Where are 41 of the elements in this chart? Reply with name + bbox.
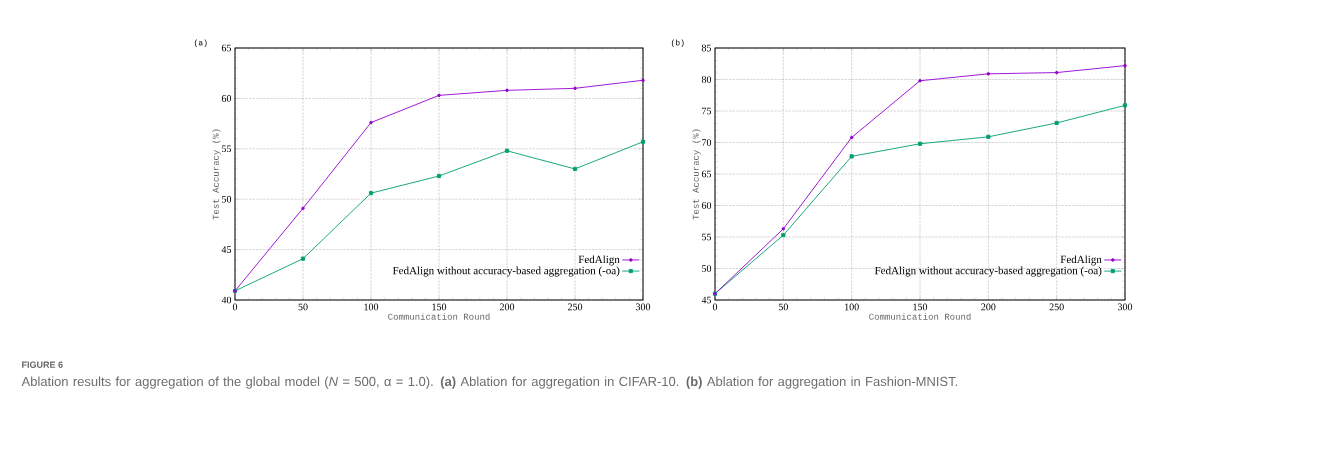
y-tick-label: 40 bbox=[221, 296, 232, 304]
x-tick-label: 150 bbox=[432, 303, 447, 311]
y-tick-label: 65 bbox=[221, 44, 232, 52]
y-tick-label: 50 bbox=[702, 265, 712, 272]
y-tick-label: 55 bbox=[702, 233, 712, 241]
y-tick-label: 55 bbox=[222, 145, 232, 153]
x-tick-label: 150 bbox=[913, 303, 928, 311]
x-axis-title: Communication Round bbox=[869, 313, 971, 320]
y-tick-label: 65 bbox=[701, 170, 712, 178]
x-tick-label: 200 bbox=[499, 303, 515, 311]
x-tick-label: 50 bbox=[298, 303, 308, 311]
y-tick-label: 75 bbox=[702, 107, 712, 115]
legend-label: FedAlign bbox=[578, 255, 620, 266]
x-tick-label: 100 bbox=[845, 303, 859, 311]
caption: FIGURE 6 bbox=[22, 361, 63, 368]
chart-title: (b) bbox=[671, 39, 684, 47]
text: Ablation results for aggregation of the global model (N = 500, α = 1.0). (a) Ablation for aggregation in CIFAR-10. (b) Ablation for aggregation in Fashion-MNIST. bbox=[21, 376, 958, 389]
x-tick-label: 50 bbox=[778, 303, 788, 311]
y-tick-label: 60 bbox=[221, 95, 232, 102]
x-tick-label: 0 bbox=[712, 303, 718, 311]
y-tick-label: 45 bbox=[701, 296, 712, 304]
y-tick-label: 60 bbox=[701, 202, 712, 209]
chart-title: (a) bbox=[194, 39, 207, 47]
y-tick-label: 70 bbox=[702, 139, 712, 146]
x-tick-label: 200 bbox=[981, 303, 996, 311]
x-tick-label: 0 bbox=[232, 303, 238, 311]
legend-label: FedAlign bbox=[1060, 255, 1102, 266]
x-tick-label: 300 bbox=[635, 303, 651, 311]
y-tick-label: 50 bbox=[222, 195, 232, 203]
x-tick-label: 250 bbox=[1049, 303, 1064, 311]
x-axis-title: Communication Round bbox=[388, 313, 490, 320]
y-axis-title: Test Accuracy (%) bbox=[692, 129, 701, 220]
legend-label: FedAlign without accuracy-based aggregation (-oa) bbox=[392, 266, 620, 277]
x-tick-label: 250 bbox=[567, 303, 583, 311]
y-axis-title: Test Accuracy (%) bbox=[212, 129, 221, 220]
x-tick-label: 300 bbox=[1117, 303, 1133, 311]
y-tick-label: 45 bbox=[221, 246, 232, 253]
y-tick-label: 80 bbox=[701, 76, 712, 83]
x-tick-label: 100 bbox=[364, 303, 379, 311]
legend-label: FedAlign without accuracy-based aggregation (-oa) bbox=[874, 266, 1102, 277]
y-tick-label: 85 bbox=[701, 44, 712, 52]
